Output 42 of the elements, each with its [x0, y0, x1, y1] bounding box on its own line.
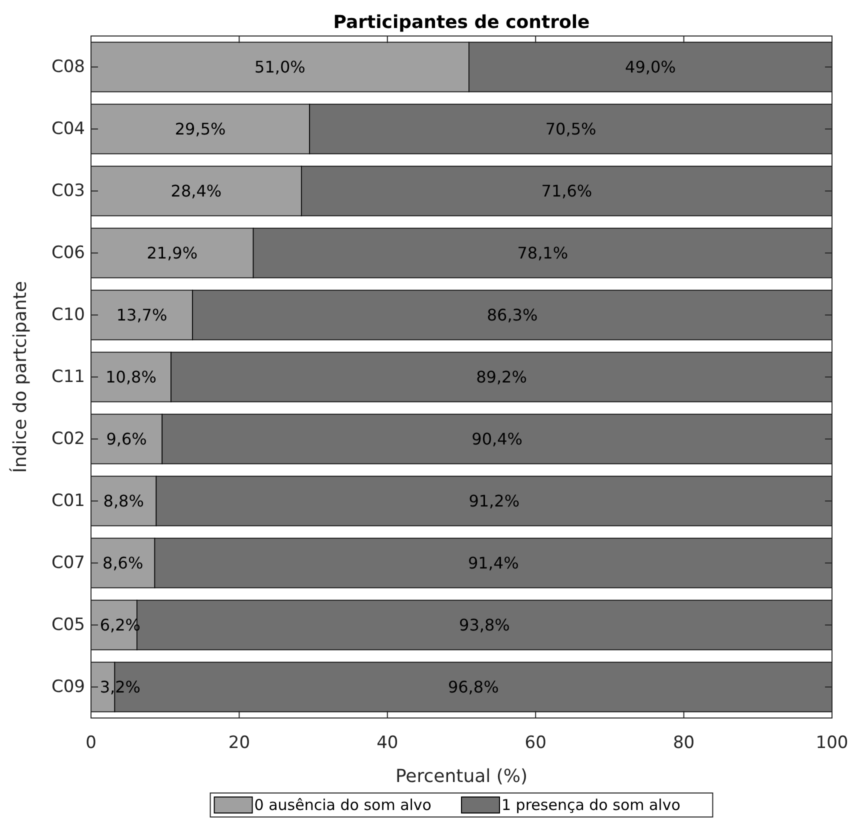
- data-label: 91,4%: [468, 554, 519, 572]
- x-tick-label: 20: [228, 733, 250, 753]
- y-tick-label: C03: [51, 181, 85, 201]
- x-tick-label: 0: [86, 733, 96, 753]
- data-label: 8,8%: [103, 492, 144, 510]
- data-label: 10,8%: [106, 368, 156, 386]
- data-label: 51,0%: [254, 58, 306, 76]
- data-label: 28,4%: [170, 182, 222, 200]
- y-tick-label: C11: [51, 367, 85, 387]
- data-label: 29,5%: [174, 120, 226, 138]
- y-axis-title: Índice do partcipante: [9, 281, 31, 473]
- y-tick-label: C07: [51, 553, 85, 573]
- legend-label: 1 presença do som alvo: [502, 796, 680, 814]
- data-label: 71,6%: [541, 182, 592, 200]
- data-label: 96,8%: [448, 678, 499, 696]
- data-label: 90,4%: [472, 430, 522, 448]
- x-tick-label: 60: [524, 733, 546, 753]
- y-tick-label: C10: [51, 305, 85, 325]
- legend-label: 0 ausência do som alvo: [254, 796, 432, 814]
- x-axis-title: Percentual (%): [395, 766, 528, 787]
- data-label: 13,7%: [116, 306, 168, 324]
- data-label: 78,1%: [517, 244, 568, 262]
- data-label: 70,5%: [545, 120, 596, 138]
- x-tick-label: 80: [672, 733, 695, 753]
- chart-title: Participantes de controle: [333, 12, 590, 33]
- data-label: 86,3%: [486, 306, 538, 324]
- data-label: 89,2%: [476, 368, 527, 386]
- y-tick-label: C05: [51, 615, 85, 635]
- y-tick-label: C06: [51, 243, 85, 263]
- data-label: 8,6%: [102, 554, 144, 572]
- data-label: 93,8%: [459, 616, 510, 634]
- y-tick-label: C04: [51, 119, 85, 139]
- y-tick-label: C01: [51, 491, 85, 511]
- data-label: 49,0%: [625, 58, 676, 76]
- data-label: 21,9%: [146, 244, 198, 262]
- y-tick-label: C02: [51, 429, 85, 449]
- data-label: 9,6%: [106, 430, 147, 448]
- x-tick-label: 100: [816, 733, 848, 753]
- y-tick-label: C08: [51, 57, 85, 77]
- y-tick-label: C09: [51, 677, 85, 697]
- x-tick-label: 40: [376, 733, 398, 753]
- data-label: 91,2%: [468, 492, 520, 510]
